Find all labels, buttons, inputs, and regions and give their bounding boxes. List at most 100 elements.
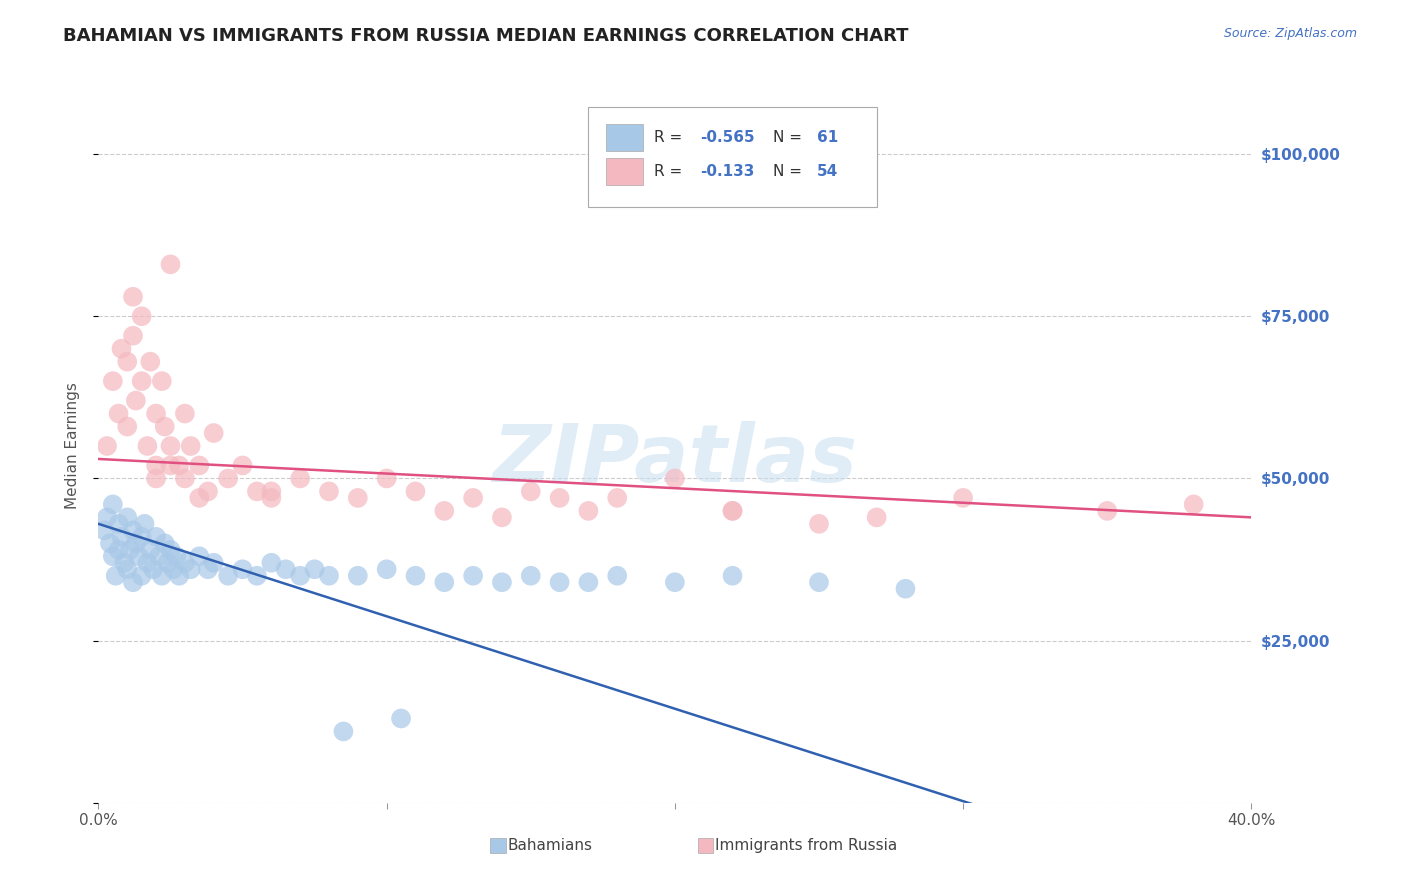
Text: Source: ZipAtlas.com: Source: ZipAtlas.com: [1223, 27, 1357, 40]
Text: Bahamians: Bahamians: [508, 838, 593, 853]
Text: R =: R =: [654, 130, 688, 145]
Point: [463, 491, 485, 505]
Point: [347, 491, 370, 505]
Y-axis label: Median Earnings: Median Earnings: [65, 383, 80, 509]
Point: [180, 562, 202, 576]
Point: [120, 542, 142, 557]
Point: [117, 562, 139, 576]
Point: [136, 556, 159, 570]
Point: [117, 510, 139, 524]
Point: [405, 484, 427, 499]
Point: [131, 310, 153, 324]
Point: [866, 510, 889, 524]
Point: [548, 491, 571, 505]
Point: [202, 425, 225, 440]
Point: [96, 439, 118, 453]
Point: [894, 582, 917, 596]
Point: [188, 458, 211, 473]
Point: [167, 568, 190, 582]
Text: N =: N =: [773, 130, 807, 145]
Point: [104, 568, 127, 582]
Point: [145, 530, 167, 544]
Bar: [606, 124, 643, 152]
Point: [101, 549, 124, 564]
Point: [139, 354, 162, 368]
Point: [578, 504, 600, 518]
Point: [174, 556, 197, 570]
Point: [318, 484, 340, 499]
Point: [139, 542, 162, 557]
Point: [125, 393, 148, 408]
Point: [153, 536, 176, 550]
Point: [101, 374, 124, 388]
Point: [721, 568, 744, 582]
Point: [197, 562, 219, 576]
Point: [150, 374, 173, 388]
Point: [808, 575, 831, 590]
Point: [131, 374, 153, 388]
Point: [548, 575, 571, 590]
Point: [131, 530, 153, 544]
Text: N =: N =: [773, 164, 807, 178]
Point: [1097, 504, 1119, 518]
Point: [231, 562, 254, 576]
Point: [1182, 497, 1205, 511]
Point: [217, 568, 239, 582]
Point: [188, 491, 211, 505]
Point: [93, 524, 115, 538]
Point: [274, 562, 297, 576]
Point: [578, 575, 600, 590]
Point: [433, 575, 456, 590]
Point: [122, 290, 145, 304]
Point: [122, 575, 145, 590]
Point: [290, 568, 312, 582]
Point: [217, 471, 239, 485]
Point: [290, 471, 312, 485]
Point: [153, 419, 176, 434]
Point: [107, 407, 129, 421]
Point: [433, 504, 456, 518]
Point: [122, 328, 145, 343]
Point: [664, 471, 686, 485]
FancyBboxPatch shape: [589, 107, 877, 207]
Point: [134, 516, 156, 531]
Point: [165, 549, 187, 564]
Point: [167, 458, 190, 473]
Point: [174, 471, 197, 485]
Bar: [606, 158, 643, 185]
Point: [260, 484, 283, 499]
Bar: [491, 838, 506, 854]
Point: [180, 439, 202, 453]
Point: [156, 556, 179, 570]
Point: [117, 354, 139, 368]
Point: [101, 497, 124, 511]
Point: [332, 724, 354, 739]
Point: [145, 407, 167, 421]
Point: [110, 530, 132, 544]
Point: [491, 510, 513, 524]
Text: -0.133: -0.133: [700, 164, 755, 178]
Bar: [697, 838, 713, 854]
Point: [96, 510, 118, 524]
Point: [520, 568, 543, 582]
Point: [117, 419, 139, 434]
Point: [131, 568, 153, 582]
Point: [260, 491, 283, 505]
Point: [375, 471, 398, 485]
Point: [128, 549, 150, 564]
Text: BAHAMIAN VS IMMIGRANTS FROM RUSSIA MEDIAN EARNINGS CORRELATION CHART: BAHAMIAN VS IMMIGRANTS FROM RUSSIA MEDIA…: [63, 27, 908, 45]
Point: [952, 491, 974, 505]
Point: [159, 439, 181, 453]
Point: [197, 484, 219, 499]
Point: [174, 407, 197, 421]
Point: [721, 504, 744, 518]
Point: [159, 257, 181, 271]
Point: [112, 556, 135, 570]
Point: [107, 542, 129, 557]
Point: [125, 536, 148, 550]
Point: [808, 516, 831, 531]
Point: [148, 549, 170, 564]
Point: [231, 458, 254, 473]
Point: [246, 568, 269, 582]
Point: [145, 471, 167, 485]
